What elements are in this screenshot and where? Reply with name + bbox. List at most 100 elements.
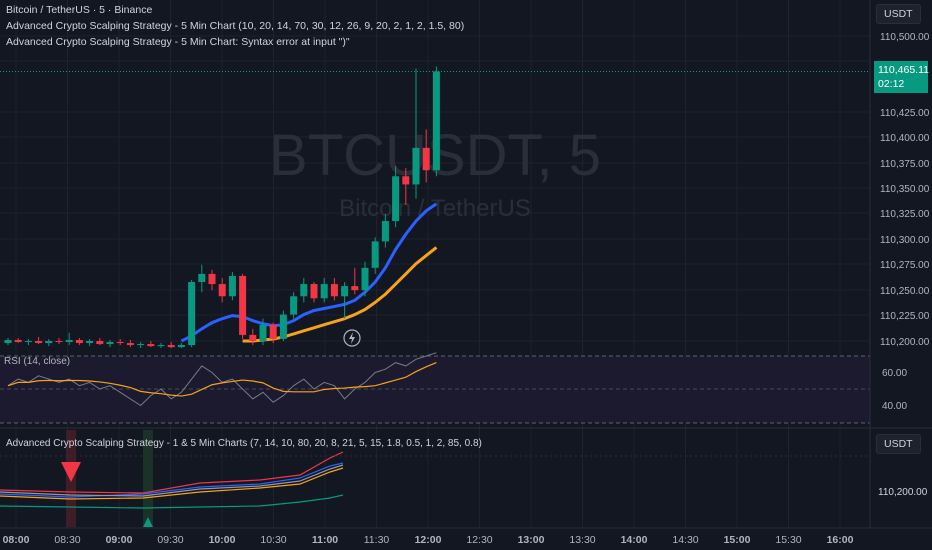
price-tick: 110,375.00 xyxy=(880,159,930,170)
candle xyxy=(116,338,124,346)
candle xyxy=(239,273,247,339)
time-tick: 08:00 xyxy=(3,534,30,546)
candle-body xyxy=(351,286,359,291)
rsi-tick-40: 40.00 xyxy=(882,401,907,412)
last-price-value: 110,465.11 xyxy=(878,64,929,76)
strategy-title: Advanced Crypto Scalping Strategy - 5 Mi… xyxy=(6,20,465,32)
candle-body xyxy=(65,339,73,343)
lightning-icon[interactable] xyxy=(343,329,361,347)
strategy-pane xyxy=(0,427,932,527)
buy-zone xyxy=(143,430,153,527)
candle-body xyxy=(167,345,175,348)
candle-body xyxy=(55,341,63,343)
candle xyxy=(45,338,53,347)
candle-body xyxy=(24,341,32,343)
price-tick: 110,275.00 xyxy=(880,260,930,271)
candle xyxy=(402,168,410,205)
candle xyxy=(341,282,349,319)
candle-body xyxy=(116,342,124,344)
candle xyxy=(371,237,379,274)
candle-body xyxy=(392,176,400,222)
price-tick: 110,400.00 xyxy=(880,133,930,144)
candle xyxy=(126,339,134,348)
symbol-legend: Bitcoin / TetherUS · 5 · Binance xyxy=(6,4,152,16)
time-tick: 12:00 xyxy=(415,534,442,546)
candle xyxy=(188,280,196,348)
candle-body xyxy=(137,344,145,346)
candle xyxy=(86,338,94,347)
strategy-pane-legend[interactable]: Advanced Crypto Scalping Strategy - 1 & … xyxy=(6,438,482,449)
candle-body xyxy=(259,324,267,341)
candle xyxy=(4,337,12,346)
candle-body xyxy=(432,71,440,171)
candle xyxy=(422,129,430,183)
candle xyxy=(24,338,32,346)
symbol-title: Bitcoin / TetherUS · 5 · Binance xyxy=(6,4,153,16)
time-tick: 12:30 xyxy=(466,534,492,546)
candle-body xyxy=(157,345,165,347)
rsi-tick-60: 60.00 xyxy=(882,368,907,379)
time-tick: 13:00 xyxy=(518,534,545,546)
time-tick: 10:30 xyxy=(260,534,286,546)
candle xyxy=(330,277,338,301)
candle-body xyxy=(361,267,369,291)
candle-body xyxy=(422,147,430,171)
candle xyxy=(177,343,185,348)
candle xyxy=(55,337,63,345)
candle-body xyxy=(188,282,196,346)
candle xyxy=(381,213,389,248)
time-tick: 09:30 xyxy=(157,534,183,546)
rsi-legend[interactable]: RSI (14, close) xyxy=(4,356,71,367)
candle xyxy=(249,328,257,346)
candle xyxy=(361,261,369,297)
candle-body xyxy=(290,296,298,315)
time-tick: 14:00 xyxy=(621,534,648,546)
error-text: Advanced Crypto Scalping Strategy - 5 Mi… xyxy=(6,36,350,48)
candle-body xyxy=(4,339,12,344)
error-legend: Advanced Crypto Scalping Strategy - 5 Mi… xyxy=(6,36,350,48)
candle-body xyxy=(269,324,277,339)
candle xyxy=(157,343,165,348)
candle xyxy=(320,277,328,303)
candle-body xyxy=(126,343,134,346)
price-tick: 110,250.00 xyxy=(880,286,930,297)
currency-badge-bottom[interactable]: USDT xyxy=(876,434,921,454)
candle-body xyxy=(86,341,94,344)
strategy-legend[interactable]: Advanced Crypto Scalping Strategy - 5 Mi… xyxy=(6,20,464,32)
strategy-line xyxy=(0,467,344,500)
rsi-ma-line xyxy=(7,362,437,397)
candle xyxy=(300,277,308,303)
candle-body xyxy=(341,286,349,297)
time-tick: 10:00 xyxy=(209,534,236,546)
candle xyxy=(279,310,287,341)
candle-body xyxy=(75,339,83,344)
candle xyxy=(75,337,83,346)
strategy-line xyxy=(0,464,344,497)
buy-signal-arrow xyxy=(143,517,153,527)
watermark-name: Bitcoin / TetherUS xyxy=(339,195,531,222)
rsi-band xyxy=(0,356,870,423)
candle-body xyxy=(320,284,328,299)
candle xyxy=(259,318,267,346)
currency-badge[interactable]: USDT xyxy=(876,4,921,24)
ma-fast-line xyxy=(180,202,438,343)
candle-body xyxy=(218,284,226,297)
candles xyxy=(0,66,870,348)
time-tick: 09:00 xyxy=(106,534,133,546)
candle-body xyxy=(381,221,389,242)
candle xyxy=(351,267,359,295)
candle-body xyxy=(279,314,287,339)
rsi-pane xyxy=(0,352,870,424)
candle xyxy=(106,339,114,348)
candle-body xyxy=(239,275,247,335)
sell-signal-arrow xyxy=(61,462,81,482)
time-tick: 13:30 xyxy=(569,534,595,546)
bar-countdown: 02:12 xyxy=(878,78,905,90)
candle xyxy=(35,336,43,345)
candle-body xyxy=(330,284,338,297)
candle-body xyxy=(96,341,104,345)
price-tick: 110,300.00 xyxy=(880,235,930,246)
candle xyxy=(228,271,236,301)
candle xyxy=(412,68,420,199)
